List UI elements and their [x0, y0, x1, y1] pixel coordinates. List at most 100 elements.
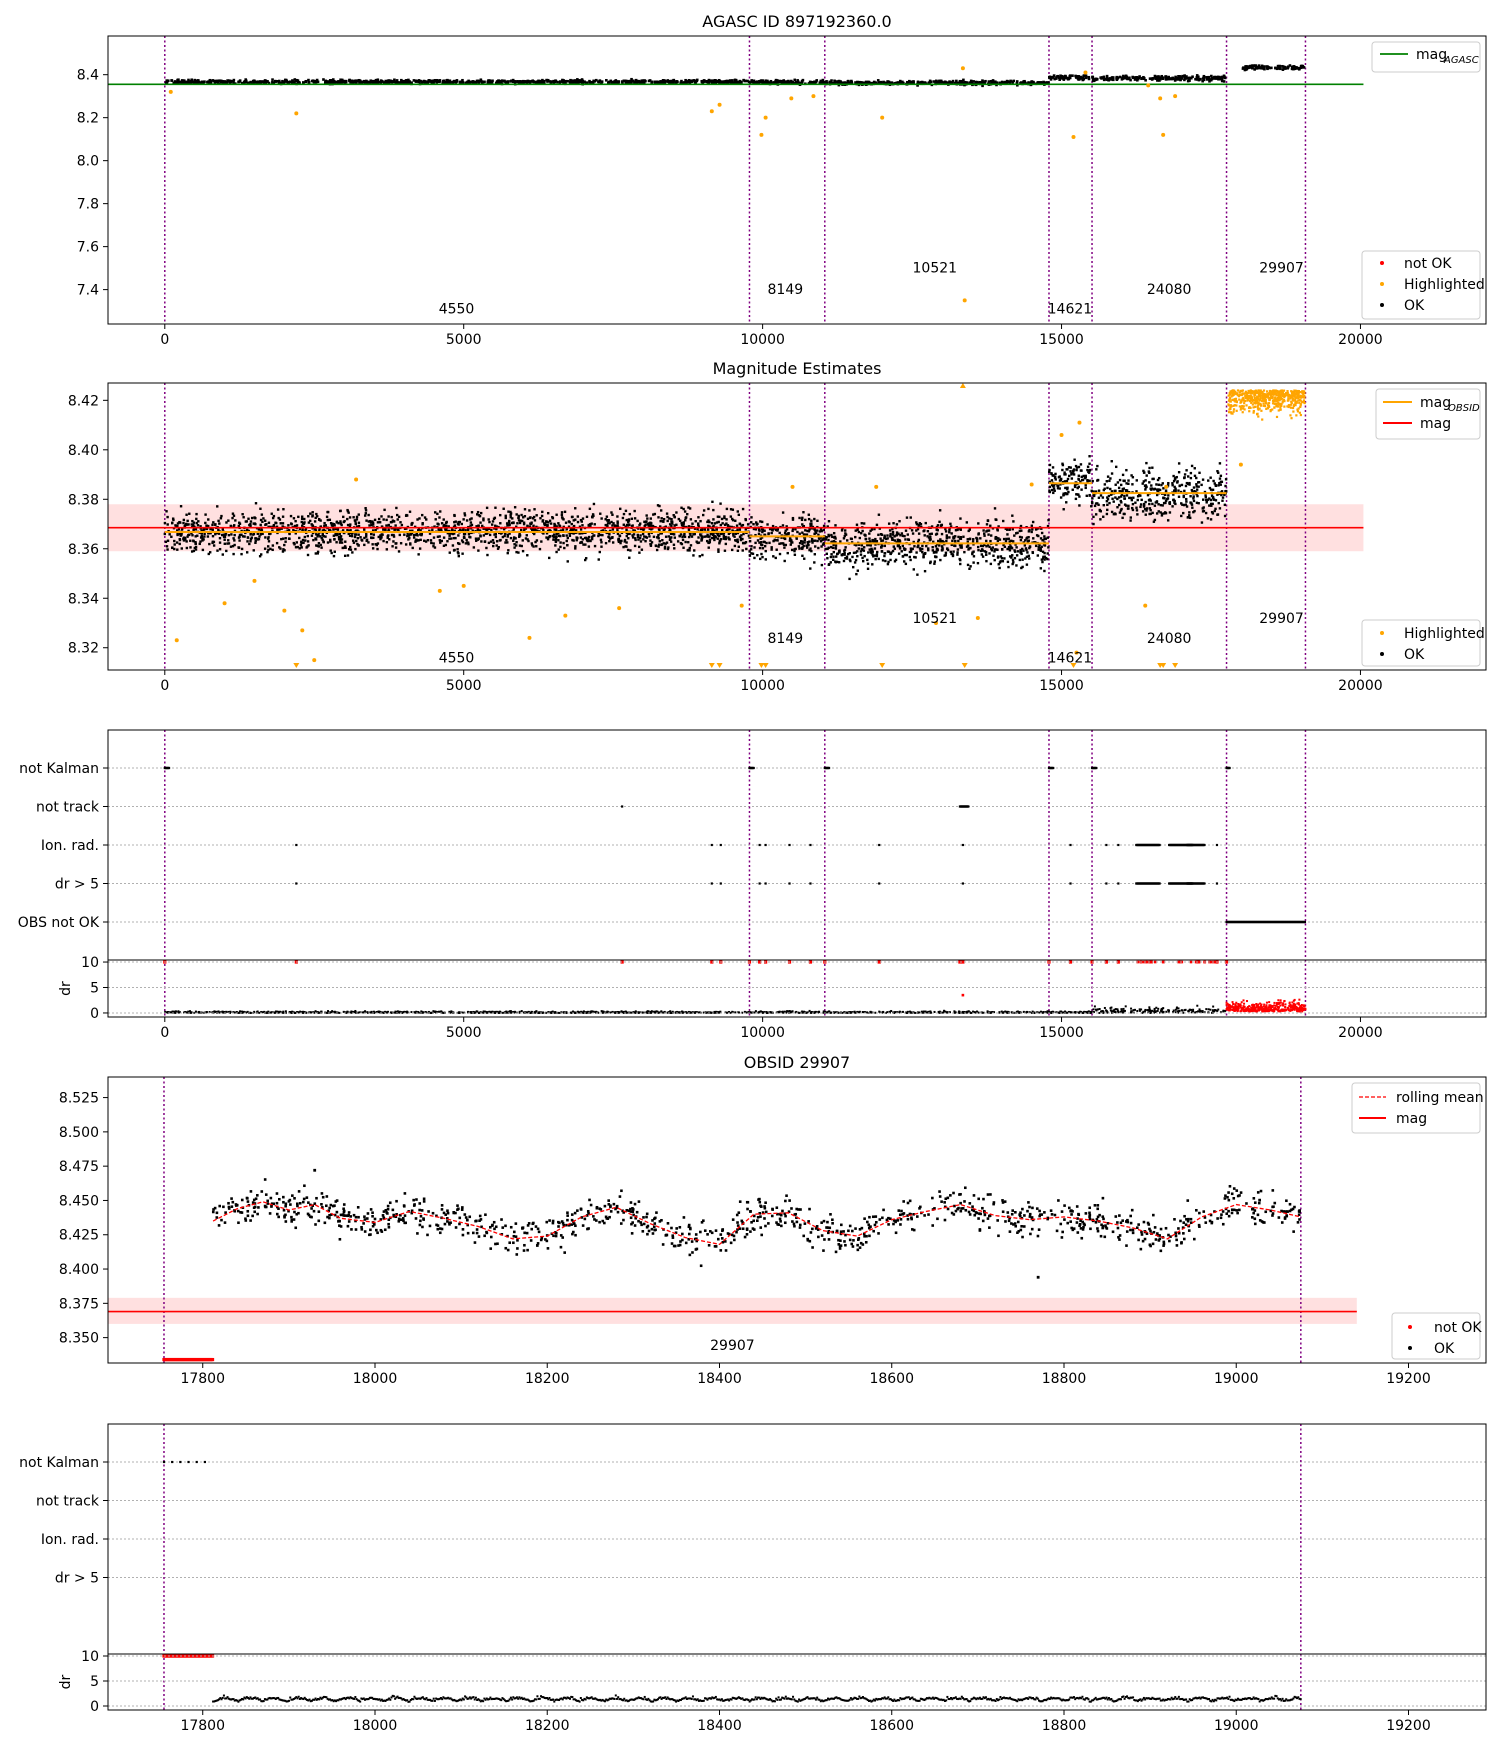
ok-point: [465, 538, 468, 542]
ok-point: [1110, 77, 1114, 81]
ok-point: [1068, 74, 1072, 77]
ok-point: [397, 515, 401, 519]
ok-point: [1052, 491, 1055, 495]
ok-point: [172, 518, 175, 522]
ok-point: [1142, 502, 1146, 506]
ok-point: [1065, 76, 1068, 80]
ok-point: [806, 541, 809, 544]
ok-point: [951, 539, 954, 543]
ok-point: [662, 542, 665, 545]
ok-point: [1043, 535, 1046, 538]
ok-point: [215, 80, 219, 83]
ok-point: [1097, 503, 1100, 507]
ok-point: [1031, 551, 1035, 555]
ok-point: [387, 528, 390, 532]
ok-point: [1102, 75, 1106, 79]
ok-point: [593, 523, 596, 526]
ok-point: [996, 555, 1000, 558]
ok-point: [1213, 509, 1216, 513]
ok-point: [807, 530, 811, 533]
ok-point: [770, 548, 773, 551]
ok-point: [409, 542, 412, 545]
ok-point: [182, 538, 186, 542]
ok-point: [822, 528, 825, 532]
ok-point: [1000, 557, 1004, 560]
ok-point: [814, 531, 818, 535]
ok-point: [647, 532, 651, 535]
ok-point: [576, 78, 579, 81]
ok-point: [897, 552, 901, 555]
ok-point: [369, 521, 373, 524]
ok-point: [371, 543, 374, 546]
ok-point: [1110, 472, 1114, 475]
ok-point: [1122, 74, 1125, 78]
ok-point: [1170, 77, 1174, 81]
ok-point: [1067, 490, 1070, 494]
ok-point: [485, 546, 488, 550]
ok-point: [1190, 488, 1194, 492]
ok-point: [778, 531, 781, 535]
ok-point: [731, 529, 734, 532]
ok-point: [671, 81, 675, 84]
ok-point: [497, 545, 500, 549]
ok-point: [940, 80, 943, 84]
ok-point: [413, 525, 417, 529]
ok-point: [736, 531, 740, 535]
ok-point: [1145, 461, 1148, 465]
ok-point: [587, 535, 591, 539]
ok-point: [1173, 499, 1176, 503]
ok-point: [249, 531, 252, 535]
legend-marker: [1380, 303, 1384, 307]
x-tick-label: 15000: [1039, 332, 1084, 348]
ok-point: [238, 539, 241, 542]
ok-point: [1246, 65, 1249, 68]
ok-point: [605, 78, 608, 82]
ok-point: [827, 546, 830, 549]
ok-point: [1144, 479, 1147, 482]
ok-point: [989, 539, 992, 543]
ok-point: [1129, 496, 1133, 500]
ok-point: [977, 532, 980, 535]
ok-point: [931, 545, 934, 549]
ok-point: [1123, 479, 1126, 482]
ok-point: [1141, 482, 1144, 485]
ok-point: [531, 529, 534, 532]
ok-point: [893, 535, 896, 538]
ok-point: [1168, 511, 1172, 514]
ok-point: [750, 552, 753, 555]
ok-point: [945, 81, 949, 85]
highlighted-point: [1146, 83, 1151, 88]
ok-point: [873, 527, 876, 531]
ok-point: [950, 543, 953, 547]
ok-point: [627, 518, 631, 521]
ok-point: [311, 525, 315, 528]
ok-point: [905, 553, 908, 557]
ok-point: [979, 544, 983, 548]
ok-point: [616, 522, 619, 525]
obsid-label: 4550: [439, 301, 475, 317]
ok-point: [332, 80, 336, 83]
ok-point: [617, 540, 621, 543]
ok-point: [829, 561, 832, 564]
ok-point: [1267, 66, 1271, 69]
ok-point: [1151, 77, 1155, 80]
ok-point: [278, 81, 281, 84]
ok-point: [555, 513, 558, 516]
ok-point: [540, 80, 544, 84]
ok-point: [186, 519, 189, 523]
ok-point: [205, 524, 208, 527]
ok-point: [964, 81, 967, 84]
ok-point: [680, 523, 684, 527]
ok-point: [908, 550, 912, 554]
ok-point: [989, 562, 993, 566]
ok-point: [1091, 497, 1094, 500]
ok-point: [782, 79, 786, 82]
ok-point: [827, 520, 831, 523]
ok-point: [720, 528, 724, 532]
ok-point: [721, 522, 724, 525]
ok-point: [949, 522, 952, 526]
ok-point: [1119, 495, 1123, 498]
ok-point: [657, 516, 660, 519]
ok-point: [697, 536, 700, 539]
ok-point: [599, 533, 602, 537]
